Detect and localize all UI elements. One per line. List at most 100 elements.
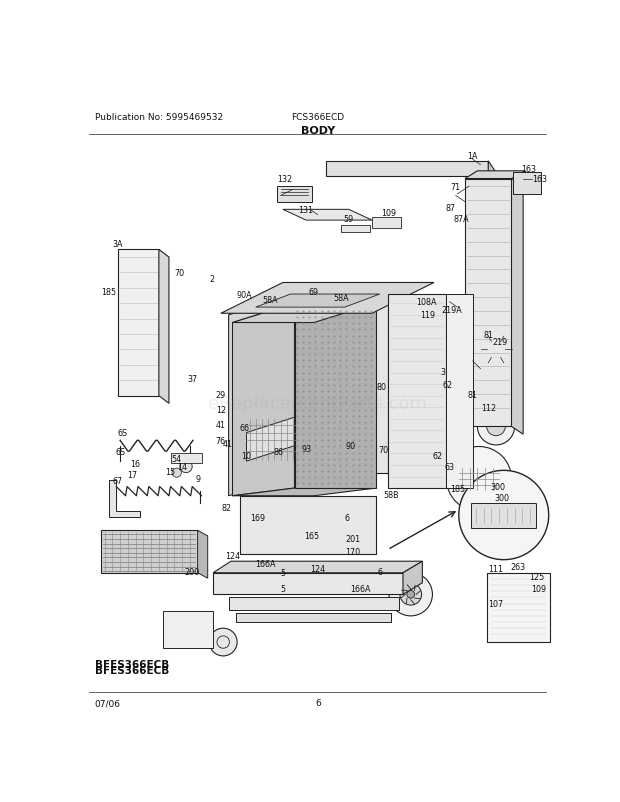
Circle shape bbox=[400, 584, 422, 606]
Text: 200: 200 bbox=[185, 567, 200, 576]
Text: 76: 76 bbox=[216, 436, 226, 445]
Text: 132: 132 bbox=[278, 175, 293, 184]
Text: 185: 185 bbox=[101, 288, 116, 297]
Text: 6S: 6S bbox=[115, 447, 125, 456]
Text: 81: 81 bbox=[483, 330, 494, 339]
Text: BFES366ECB: BFES366ECB bbox=[94, 666, 169, 675]
Text: 166A: 166A bbox=[350, 584, 371, 593]
Text: 66: 66 bbox=[239, 424, 249, 433]
Circle shape bbox=[494, 606, 521, 633]
Polygon shape bbox=[487, 573, 551, 642]
Text: 58A: 58A bbox=[262, 296, 278, 305]
Text: 15: 15 bbox=[166, 467, 175, 476]
Text: 86: 86 bbox=[274, 447, 284, 456]
Text: 112: 112 bbox=[480, 403, 496, 412]
Circle shape bbox=[489, 342, 503, 358]
Text: 67: 67 bbox=[113, 476, 123, 485]
Text: 41: 41 bbox=[223, 439, 233, 448]
Text: 170: 170 bbox=[345, 548, 360, 557]
Circle shape bbox=[210, 629, 237, 656]
Text: 62: 62 bbox=[433, 452, 443, 460]
Polygon shape bbox=[229, 597, 399, 610]
Text: 124: 124 bbox=[310, 565, 326, 573]
Text: 6: 6 bbox=[345, 513, 350, 522]
Polygon shape bbox=[303, 293, 388, 473]
Polygon shape bbox=[213, 561, 422, 573]
Text: 109: 109 bbox=[381, 209, 397, 217]
Text: 125: 125 bbox=[529, 573, 544, 581]
Text: 300: 300 bbox=[490, 483, 505, 492]
Text: 58B: 58B bbox=[384, 490, 399, 499]
Polygon shape bbox=[513, 173, 541, 195]
Text: 9: 9 bbox=[195, 475, 200, 484]
Text: 5: 5 bbox=[280, 569, 285, 577]
Text: 80: 80 bbox=[376, 383, 386, 391]
Polygon shape bbox=[278, 187, 312, 202]
Text: 59: 59 bbox=[343, 215, 354, 224]
Polygon shape bbox=[294, 304, 376, 488]
Polygon shape bbox=[241, 496, 376, 554]
Text: 185: 185 bbox=[450, 484, 465, 493]
Polygon shape bbox=[232, 304, 376, 323]
Text: 300: 300 bbox=[495, 493, 510, 502]
Polygon shape bbox=[100, 531, 198, 573]
Text: 70: 70 bbox=[379, 445, 389, 455]
Polygon shape bbox=[162, 611, 213, 648]
Text: 107: 107 bbox=[489, 599, 503, 608]
Text: 111: 111 bbox=[489, 565, 503, 573]
Text: FCS366ECD: FCS366ECD bbox=[291, 113, 344, 122]
Polygon shape bbox=[465, 172, 526, 180]
Circle shape bbox=[389, 573, 433, 616]
Text: 163: 163 bbox=[532, 175, 547, 184]
Polygon shape bbox=[236, 613, 391, 622]
Circle shape bbox=[407, 591, 415, 598]
Text: 6: 6 bbox=[315, 699, 321, 707]
Circle shape bbox=[446, 447, 512, 512]
Polygon shape bbox=[403, 561, 422, 594]
Text: 90A: 90A bbox=[236, 290, 252, 299]
Text: 108A: 108A bbox=[416, 298, 436, 307]
Polygon shape bbox=[232, 488, 376, 496]
Polygon shape bbox=[512, 180, 523, 435]
Text: 17: 17 bbox=[126, 470, 137, 479]
Text: 87A: 87A bbox=[453, 215, 469, 224]
Text: 87: 87 bbox=[446, 203, 456, 213]
Text: 219A: 219A bbox=[441, 306, 462, 314]
Circle shape bbox=[443, 313, 456, 326]
Text: 54: 54 bbox=[172, 455, 182, 464]
Circle shape bbox=[474, 329, 518, 371]
Text: 70: 70 bbox=[175, 269, 185, 277]
Text: 16: 16 bbox=[131, 460, 141, 468]
Polygon shape bbox=[232, 304, 294, 496]
Text: 6S: 6S bbox=[117, 428, 128, 438]
Text: 37: 37 bbox=[187, 375, 197, 383]
Text: 10: 10 bbox=[241, 452, 252, 460]
Text: 263: 263 bbox=[510, 562, 525, 571]
Text: 81: 81 bbox=[467, 390, 478, 399]
Text: 69: 69 bbox=[309, 288, 319, 297]
Text: 62: 62 bbox=[443, 380, 453, 389]
Circle shape bbox=[172, 468, 181, 478]
Text: Publication No: 5995469532: Publication No: 5995469532 bbox=[94, 113, 223, 122]
Text: 119: 119 bbox=[420, 311, 435, 320]
Text: 93: 93 bbox=[301, 444, 311, 453]
Polygon shape bbox=[255, 294, 379, 308]
Text: 3A: 3A bbox=[113, 240, 123, 249]
Polygon shape bbox=[489, 162, 496, 188]
Text: 131: 131 bbox=[299, 205, 314, 215]
Text: 12: 12 bbox=[216, 406, 227, 415]
Text: 166A: 166A bbox=[255, 559, 275, 569]
Polygon shape bbox=[388, 294, 446, 488]
Text: 41: 41 bbox=[216, 421, 226, 430]
Text: 82: 82 bbox=[221, 503, 231, 512]
Polygon shape bbox=[198, 531, 208, 578]
Polygon shape bbox=[283, 210, 372, 221]
Text: 1A: 1A bbox=[467, 152, 478, 160]
Text: 201: 201 bbox=[345, 534, 360, 543]
Polygon shape bbox=[326, 162, 489, 177]
Polygon shape bbox=[247, 418, 294, 461]
Text: 124: 124 bbox=[225, 552, 240, 561]
Text: eReplacementParts.com: eReplacementParts.com bbox=[208, 395, 427, 413]
Circle shape bbox=[477, 408, 515, 445]
Polygon shape bbox=[221, 283, 434, 314]
